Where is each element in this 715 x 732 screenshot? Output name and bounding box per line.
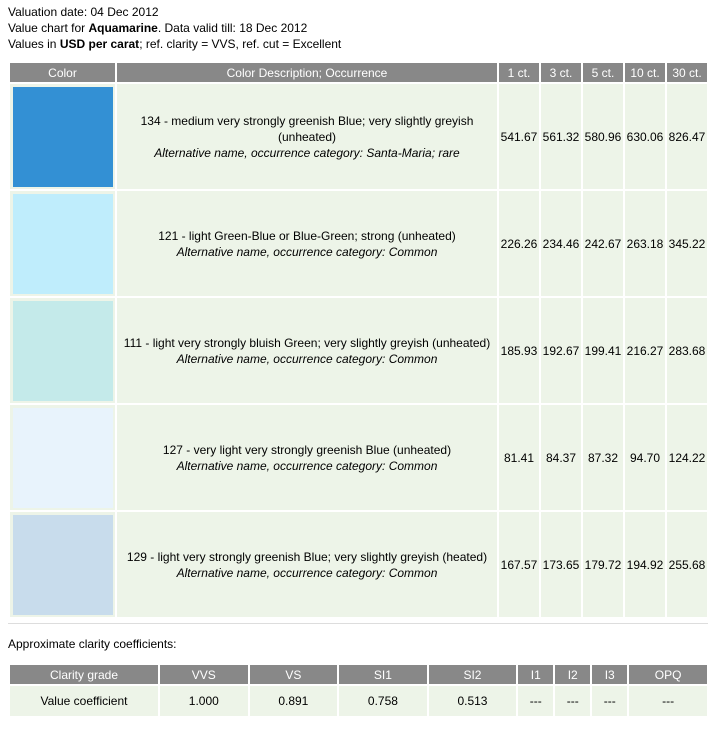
- price-table: Color Color Description; Occurrence 1 ct…: [8, 61, 709, 619]
- price-cell: 226.26: [499, 191, 539, 296]
- clarity-header-cell: SI1: [339, 665, 427, 684]
- price-cell: 185.93: [499, 298, 539, 403]
- clarity-value-cell: 0.513: [428, 686, 517, 716]
- page-header: Valuation date: 04 Dec 2012 Value chart …: [8, 4, 341, 52]
- color-swatch: [13, 515, 113, 615]
- color-swatch: [13, 194, 113, 294]
- price-table-header: Color Color Description; Occurrence 1 ct…: [10, 63, 707, 82]
- color-swatch-cell: [10, 298, 115, 403]
- color-description-cell: 127 - very light very strongly greenish …: [117, 405, 497, 510]
- price-cell: 199.41: [583, 298, 623, 403]
- clarity-row-label: Value coefficient: [10, 686, 158, 716]
- price-cell: 192.67: [541, 298, 581, 403]
- clarity-header-cell: I1: [518, 665, 554, 684]
- valuation-date: Valuation date: 04 Dec 2012: [8, 5, 159, 19]
- price-cell: 87.32: [583, 405, 623, 510]
- color-swatch-cell: [10, 84, 115, 189]
- price-cell: 167.57: [499, 512, 539, 617]
- price-cell: 580.96: [583, 84, 623, 189]
- price-cell: 345.22: [667, 191, 707, 296]
- clarity-value-cell: ---: [592, 686, 628, 716]
- color-description-cell: 129 - light very strongly greenish Blue;…: [117, 512, 497, 617]
- clarity-header-cell: SI2: [428, 665, 517, 684]
- price-cell: 216.27: [625, 298, 665, 403]
- clarity-table-header: Clarity grade VVS VS SI1 SI2 I1 I2 I3 OPQ: [10, 665, 707, 684]
- table-row: 129 - light very strongly greenish Blue;…: [10, 512, 707, 617]
- price-cell: 194.92: [625, 512, 665, 617]
- price-cell: 242.67: [583, 191, 623, 296]
- price-cell: 255.68: [667, 512, 707, 617]
- price-cell: 561.32: [541, 84, 581, 189]
- price-cell: 81.41: [499, 405, 539, 510]
- clarity-header-cell: I2: [555, 665, 591, 684]
- price-cell: 124.22: [667, 405, 707, 510]
- color-description: 134 - medium very strongly greenish Blue…: [140, 113, 474, 144]
- price-cell: 826.47: [667, 84, 707, 189]
- color-description-cell: 111 - light very strongly bluish Green; …: [117, 298, 497, 403]
- chart-info: Value chart for Aquamarine. Data valid t…: [8, 21, 308, 35]
- clarity-table: Clarity grade VVS VS SI1 SI2 I1 I2 I3 OPQ Value …: [8, 663, 709, 718]
- clarity-value-cell: ---: [555, 686, 591, 716]
- color-description: 127 - very light very strongly greenish …: [162, 442, 452, 457]
- table-row: 134 - medium very strongly greenish Blue…: [10, 84, 707, 189]
- clarity-value-cell: ---: [518, 686, 554, 716]
- color-description-cell: 121 - light Green-Blue or Blue-Green; st…: [117, 191, 497, 296]
- occurrence-text: Alternative name, occurrence category: C…: [176, 458, 438, 473]
- clarity-value-cell: 0.891: [249, 686, 338, 716]
- col-header-10ct: 10 ct.: [625, 63, 665, 82]
- color-swatch-cell: [10, 405, 115, 510]
- gem-name: Aquamarine: [88, 21, 158, 35]
- price-cell: 283.68: [667, 298, 707, 403]
- price-cell: 263.18: [625, 191, 665, 296]
- col-header-description: Color Description; Occurrence: [117, 63, 497, 82]
- clarity-header-cell: Clarity grade: [10, 665, 158, 684]
- color-description: 111 - light very strongly bluish Green; …: [123, 335, 491, 350]
- col-header-30ct: 30 ct.: [667, 63, 707, 82]
- price-cell: 541.67: [499, 84, 539, 189]
- color-swatch-cell: [10, 191, 115, 296]
- occurrence-text: Alternative name, occurrence category: S…: [154, 145, 460, 160]
- clarity-value-cell: ---: [629, 686, 707, 716]
- col-header-color: Color: [10, 63, 115, 82]
- currency-unit: USD per carat: [59, 37, 140, 51]
- price-cell: 94.70: [625, 405, 665, 510]
- price-cell: 234.46: [541, 191, 581, 296]
- col-header-3ct: 3 ct.: [541, 63, 581, 82]
- occurrence-text: Alternative name, occurrence category: C…: [176, 565, 438, 580]
- occurrence-text: Alternative name, occurrence category: C…: [176, 351, 438, 366]
- price-cell: 630.06: [625, 84, 665, 189]
- table-row: 121 - light Green-Blue or Blue-Green; st…: [10, 191, 707, 296]
- col-header-5ct: 5 ct.: [583, 63, 623, 82]
- clarity-header-cell: I3: [592, 665, 628, 684]
- clarity-header-cell: OPQ: [629, 665, 707, 684]
- table-row: 111 - light very strongly bluish Green; …: [10, 298, 707, 403]
- col-header-1ct: 1 ct.: [499, 63, 539, 82]
- color-swatch: [13, 87, 113, 187]
- clarity-header-cell: VVS: [160, 665, 248, 684]
- clarity-row: Value coefficient 1.000 0.891 0.758 0.513 ---…: [10, 686, 707, 716]
- color-description: 121 - light Green-Blue or Blue-Green; st…: [158, 228, 456, 243]
- section-divider: [8, 623, 708, 624]
- color-swatch: [13, 408, 113, 508]
- table-row: 127 - very light very strongly greenish …: [10, 405, 707, 510]
- price-cell: 84.37: [541, 405, 581, 510]
- clarity-header-cell: VS: [249, 665, 338, 684]
- price-cell: 179.72: [583, 512, 623, 617]
- color-description-cell: 134 - medium very strongly greenish Blue…: [117, 84, 497, 189]
- color-swatch-cell: [10, 512, 115, 617]
- occurrence-text: Alternative name, occurrence category: C…: [176, 244, 438, 259]
- price-cell: 173.65: [541, 512, 581, 617]
- units-info: Values in USD per carat; ref. clarity = …: [8, 37, 342, 51]
- clarity-value-cell: 1.000: [160, 686, 248, 716]
- clarity-title: Approximate clarity coefficients:: [8, 637, 177, 651]
- color-description: 129 - light very strongly greenish Blue;…: [126, 549, 488, 564]
- color-swatch: [13, 301, 113, 401]
- clarity-value-cell: 0.758: [339, 686, 427, 716]
